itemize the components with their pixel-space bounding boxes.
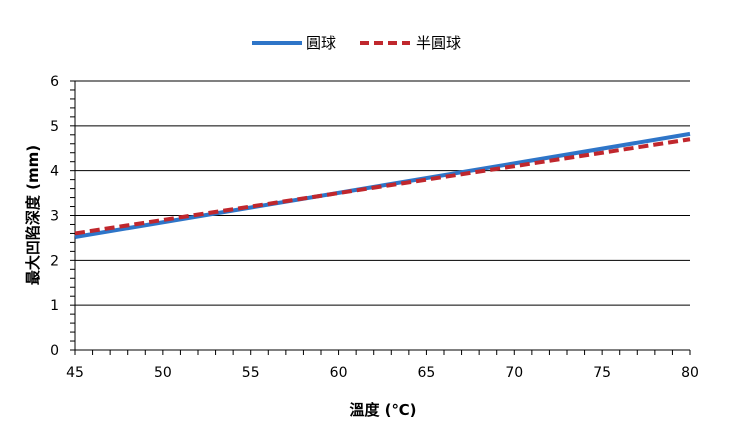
x-tick-label-6: 75 [593, 365, 611, 381]
legend-label-series-1: 圓球 [306, 34, 336, 52]
x-tick-label-0: 45 [66, 365, 84, 381]
x-tick-label-4: 65 [418, 365, 436, 381]
y-tick-label-6: 6 [50, 74, 59, 90]
x-tick-label-5: 70 [505, 365, 523, 381]
y-tick-label-0: 0 [50, 343, 59, 359]
y-tick-label-2: 2 [50, 253, 59, 269]
series-lines [74, 131, 691, 239]
series-line-1 [74, 131, 691, 239]
x-tick-label-7: 80 [681, 365, 699, 381]
y-tick-label-1: 1 [50, 298, 59, 314]
x-axis-title: 溫度 (℃) [349, 401, 416, 419]
y-tick-label-4: 4 [50, 164, 59, 180]
y-tick-label-3: 3 [50, 209, 59, 225]
x-tick-label-3: 60 [330, 365, 348, 381]
y-tick-label-5: 5 [50, 119, 59, 135]
axes [74, 81, 690, 351]
y-axis-title: 最大凹陷深度 (mm) [24, 145, 42, 285]
series-line-2 [74, 137, 691, 236]
x-tick-label-1: 50 [154, 365, 172, 381]
minor-ticks [70, 80, 691, 355]
legend: 圓球 半圓球 [252, 34, 461, 52]
grid-lines [75, 80, 690, 306]
x-tick-label-2: 55 [242, 365, 260, 381]
legend-label-series-2: 半圓球 [416, 34, 461, 52]
